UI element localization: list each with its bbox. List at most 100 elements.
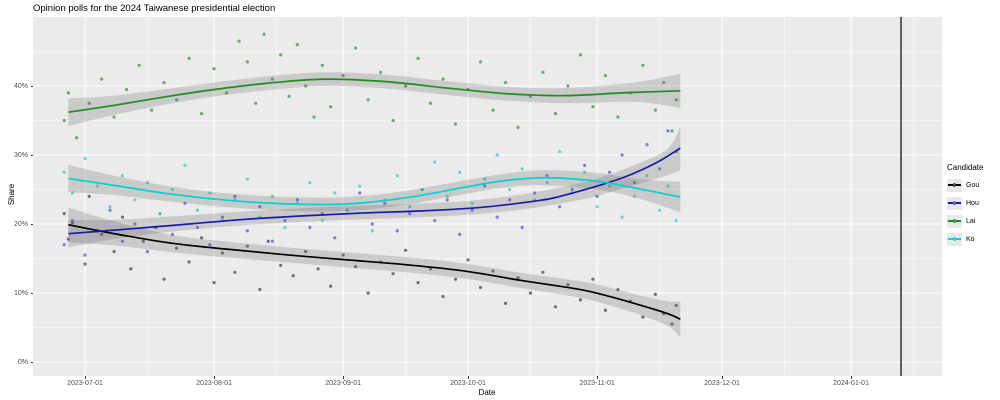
data-point-ko — [595, 205, 599, 209]
data-point-ko — [333, 191, 337, 195]
data-point-ko — [195, 208, 200, 212]
data-point-hou — [383, 201, 387, 205]
x-tick-label: 2023-10-01 — [450, 380, 486, 387]
x-axis-title: Date — [478, 388, 496, 397]
data-point-gou — [100, 232, 104, 236]
y-tick-label: 10% — [13, 289, 28, 297]
data-point-lai — [304, 84, 308, 88]
data-point-lai — [100, 77, 104, 81]
data-point-hou — [295, 198, 299, 202]
data-point-ko — [345, 208, 349, 212]
data-point-lai — [674, 98, 678, 102]
data-point-hou — [283, 218, 287, 223]
data-point-gou — [366, 291, 370, 295]
data-point-ko — [270, 194, 274, 198]
data-point-lai — [616, 115, 620, 119]
data-point-lai — [653, 108, 657, 112]
data-point-ko — [495, 153, 499, 157]
data-point-hou — [170, 232, 175, 236]
data-point-hou — [433, 218, 437, 223]
data-point-lai — [553, 112, 558, 116]
data-point-gou — [199, 236, 204, 240]
data-point-lai — [379, 70, 383, 74]
legend-item-lai: Lai — [947, 212, 983, 230]
data-point-gou — [174, 246, 179, 250]
data-point-gou — [416, 281, 420, 285]
x-tick-label: 2023-11-01 — [579, 380, 615, 387]
data-point-gou — [220, 251, 224, 255]
data-point-ko — [395, 174, 399, 178]
legend-key-dot — [952, 201, 956, 205]
data-point-hou — [145, 250, 150, 254]
data-point-ko — [458, 170, 462, 174]
data-point-gou — [491, 269, 495, 273]
data-point-ko — [666, 184, 670, 188]
data-point-lai — [137, 63, 141, 67]
legend-label: Ko — [966, 235, 975, 243]
legend-item-hou: Hou — [947, 194, 983, 212]
data-point-ko — [420, 187, 424, 192]
data-point-lai — [162, 80, 166, 85]
data-point-lai — [262, 32, 266, 36]
data-point-hou — [83, 253, 87, 257]
confidence-band-lai — [68, 72, 681, 127]
chart-title: Opinion polls for the 2024 Taiwanese pre… — [33, 3, 276, 14]
data-point-gou — [329, 284, 333, 288]
data-point-hou — [233, 194, 237, 198]
data-point-lai — [603, 74, 608, 78]
data-point-ko — [483, 177, 487, 181]
data-point-ko — [95, 184, 100, 188]
data-point-lai — [295, 43, 299, 47]
data-point-lai — [366, 98, 370, 102]
data-point-gou — [478, 285, 483, 290]
data-point-lai — [428, 101, 433, 105]
data-point-gou — [516, 276, 520, 280]
x-tick-label: 2023-08-01 — [196, 380, 232, 387]
data-point-ko — [183, 163, 187, 167]
data-point-lai — [212, 67, 216, 71]
data-point-hou — [70, 218, 75, 223]
data-point-lai — [541, 70, 545, 74]
y-tick-mark — [30, 292, 33, 294]
data-point-hou — [408, 212, 412, 216]
data-point-ko — [620, 215, 624, 219]
data-point-ko — [158, 212, 162, 216]
y-tick-label: 20% — [13, 220, 28, 228]
data-point-gou — [441, 294, 445, 299]
data-point-ko — [170, 187, 175, 192]
trend-line-ko — [68, 176, 681, 206]
x-tick-mark — [342, 376, 344, 379]
data-point-hou — [183, 201, 187, 205]
data-point-gou — [87, 194, 91, 198]
data-point-gou — [316, 267, 320, 271]
data-point-lai — [478, 60, 483, 64]
x-tick-mark — [84, 376, 86, 379]
data-point-hou — [108, 208, 112, 212]
legend-items: Gou Hou Lai Ko — [947, 176, 983, 248]
x-tick-mark — [721, 376, 723, 379]
data-point-gou — [566, 283, 570, 287]
data-point-hou — [657, 167, 662, 171]
data-point-ko — [674, 218, 678, 223]
x-tick-mark — [467, 376, 469, 379]
data-point-lai — [403, 84, 408, 88]
data-point-ko — [408, 205, 412, 209]
data-point-lai — [591, 105, 595, 109]
data-point-ko — [607, 184, 612, 188]
legend-title: Candidate — [947, 163, 984, 172]
data-point-hou — [483, 184, 487, 188]
y-tick-mark — [30, 223, 33, 225]
data-point-ko — [145, 181, 150, 185]
data-point-gou — [187, 260, 191, 264]
plot-panel — [33, 17, 942, 376]
legend-key-dot — [952, 219, 956, 223]
data-point-hou — [62, 243, 66, 247]
data-point-gou — [266, 239, 270, 243]
legend-key-icon — [947, 178, 962, 192]
data-point-gou — [653, 292, 657, 296]
data-point-lai — [75, 136, 79, 140]
data-point-hou — [520, 225, 524, 230]
data-point-lai — [391, 118, 395, 123]
data-point-gou — [341, 253, 345, 257]
